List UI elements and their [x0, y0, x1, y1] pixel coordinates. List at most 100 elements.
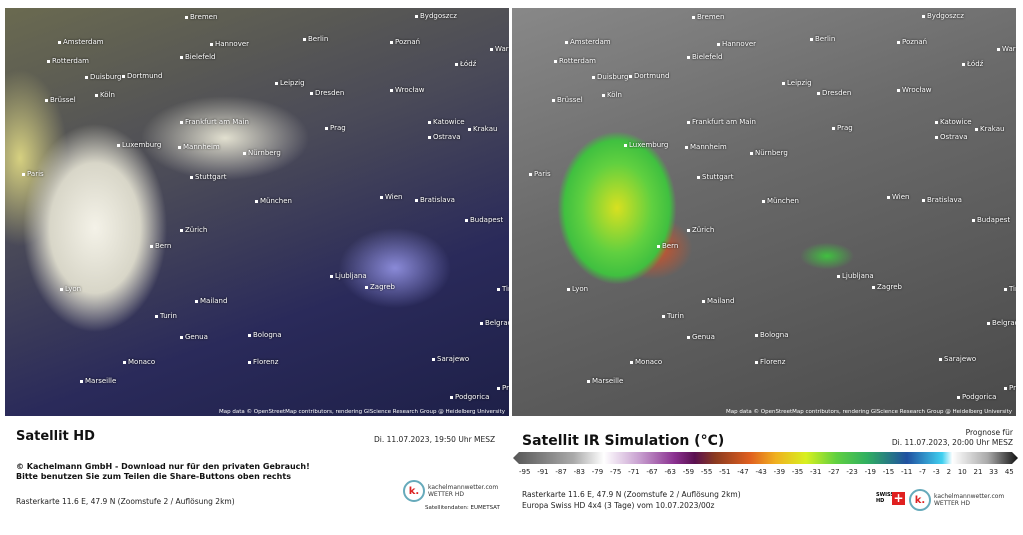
city-label: Mannheim	[685, 143, 727, 151]
colorbar-tick: -95	[519, 468, 531, 476]
copyright-notice: © Kachelmann GmbH - Download nur für den…	[16, 462, 310, 471]
colorbar-tick: -19	[864, 468, 876, 476]
colorbar-ticks: -95 -91 -87 -83 -79 -75 -71 -67 -63 -59 -55 -51 -47-…	[519, 468, 1014, 476]
colorbar-tick: -43	[755, 468, 767, 476]
city-label: Poznań	[390, 38, 420, 46]
city-label: Wien	[887, 193, 909, 201]
city-label: Bratislava	[415, 196, 455, 204]
city-label: Łódź	[962, 60, 983, 68]
colorbar-tick: -55	[700, 468, 713, 476]
colorbar-tick: 2	[946, 468, 952, 476]
city-label: Krakau	[975, 125, 1004, 133]
logo-text: kachelmannwetter.com	[428, 484, 499, 491]
colorbar-tick: 10	[957, 468, 967, 476]
satellite-source: Satellitendaten: EUMETSAT	[425, 505, 500, 511]
city-label: Lyon	[60, 285, 81, 293]
temperature-colorbar	[513, 452, 1018, 464]
city-label: Bologna	[755, 331, 788, 339]
city-label: Bremen	[185, 13, 217, 21]
city-label: Prag	[325, 124, 346, 132]
kachelmann-logo[interactable]: k. kachelmannwetter.com WETTER HD	[909, 489, 1004, 511]
city-label: Marseille	[587, 377, 623, 385]
colorbar-tick: -27	[828, 468, 840, 476]
colorbar-tick: -67	[646, 468, 658, 476]
city-label: Duisburg	[85, 73, 122, 81]
colorbar-tick: 21	[973, 468, 983, 476]
city-label: Ostrava	[428, 133, 461, 141]
colorbar-tick: -91	[537, 468, 549, 476]
city-label: Bratislava	[922, 196, 962, 204]
right-raster-info: Rasterkarte 11.6 E, 47.9 N (Zoomstufe 2 …	[522, 490, 741, 499]
city-label: Leipzig	[275, 79, 305, 87]
city-label: Zürich	[687, 226, 714, 234]
colorbar-tick: -7	[919, 468, 927, 476]
colorbar-tick: -59	[682, 468, 695, 476]
satellite-ir-map[interactable]: Bremen Bydgoszcz Amsterdam Hannover Berlin Po…	[512, 8, 1016, 416]
forecast-label: Prognose für	[965, 428, 1013, 437]
kachelmann-logo[interactable]: k. kachelmannwetter.com WETTER HD	[403, 480, 498, 502]
city-label: Genua	[687, 333, 715, 341]
city-label: Köln	[95, 91, 115, 99]
city-label: Mailand	[702, 297, 734, 305]
k-logo-icon: k.	[403, 480, 425, 502]
city-label: Luxemburg	[624, 141, 668, 149]
city-label: Duisburg	[592, 73, 629, 81]
colorbar-tick: -23	[846, 468, 858, 476]
city-label: Poznań	[897, 38, 927, 46]
map-attribution: Map data © OpenStreetMap contributors, r…	[726, 409, 1012, 415]
city-label: Prag	[832, 124, 853, 132]
city-label: Brüssel	[552, 96, 583, 104]
city-label: München	[762, 197, 799, 205]
city-label: Amsterdam	[565, 38, 611, 46]
satellite-hd-map[interactable]: Bremen Bydgoszcz Amsterdam Hannover Berlin Po…	[5, 8, 509, 416]
city-label: Bydgoszcz	[415, 12, 457, 20]
colorbar-tick: -71	[628, 468, 640, 476]
left-title: Satellit HD	[16, 429, 95, 444]
city-label: Florenz	[755, 358, 785, 366]
colorbar-tick: -83	[573, 468, 585, 476]
city-label: Ljubljana	[837, 272, 874, 280]
city-label: Florenz	[248, 358, 278, 366]
city-label: Dresden	[817, 89, 851, 97]
city-label: Turin	[155, 312, 177, 320]
city-label: Leipzig	[782, 79, 812, 87]
left-datetime: Di. 11.07.2023, 19:50 Uhr MESZ	[374, 435, 496, 444]
city-label: Frankfurt am Main	[687, 118, 756, 126]
swiss-hd-icon: SWISS HD	[876, 492, 894, 504]
city-label: Amsterdam	[58, 38, 104, 46]
colorbar-tick: -15	[882, 468, 895, 476]
colorbar-tick: -47	[737, 468, 749, 476]
city-label: Hannover	[210, 40, 249, 48]
left-raster-info: Rasterkarte 11.6 E, 47.9 N (Zoomstufe 2 …	[16, 497, 235, 506]
logo-text: kachelmannwetter.com	[934, 493, 1005, 500]
city-label: Lyon	[567, 285, 588, 293]
map-attribution: Map data © OpenStreetMap contributors, r…	[219, 409, 505, 415]
city-label: Warschau	[997, 45, 1016, 53]
colorbar-tick: -39	[773, 468, 786, 476]
city-label: Dortmund	[629, 72, 669, 80]
city-label: Katowice	[428, 118, 465, 126]
city-label: Ostrava	[935, 133, 968, 141]
city-label: Bremen	[692, 13, 724, 21]
city-label: Budapest	[465, 216, 503, 224]
city-label: Monaco	[123, 358, 155, 366]
city-label: Prishtina	[497, 384, 509, 392]
city-label: Frankfurt am Main	[180, 118, 249, 126]
city-label: Stuttgart	[190, 173, 226, 181]
city-label: Podgorica	[957, 393, 996, 401]
colorbar-tick: -11	[900, 468, 913, 476]
colorbar-tick: -31	[810, 468, 822, 476]
city-label: Zagreb	[365, 283, 395, 291]
city-label: Belgrad	[987, 319, 1016, 327]
right-title: Satellit IR Simulation (°C)	[522, 433, 725, 449]
city-label: München	[255, 197, 292, 205]
city-label: Warschau	[490, 45, 509, 53]
city-label: Łódź	[455, 60, 476, 68]
colorbar-tick: -51	[719, 468, 731, 476]
city-label: Podgorica	[450, 393, 489, 401]
city-label: Timișoara	[497, 285, 509, 293]
city-label: Budapest	[972, 216, 1010, 224]
city-label: Brüssel	[45, 96, 76, 104]
city-label: Dresden	[310, 89, 344, 97]
model-info: Europa Swiss HD 4x4 (3 Tage) vom 10.07.2…	[522, 501, 715, 510]
